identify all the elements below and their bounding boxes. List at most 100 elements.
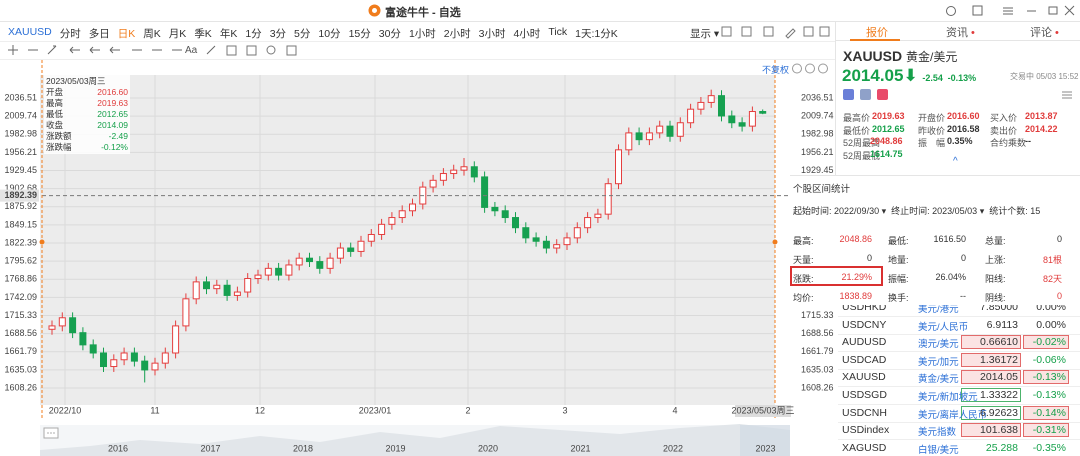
symbol-label[interactable]: XAUUSD [8,26,52,38]
period-button[interactable]: 5分 [294,28,311,40]
watchlist-row[interactable]: USDHKD 美元/港元 7.85000 0.00% [838,305,1080,317]
period-button[interactable]: 分时 [59,28,81,40]
quote-icons[interactable] [843,89,893,101]
adjust-mode[interactable]: 不复权 [762,65,790,75]
watchlist-row[interactable]: USDindex 美元指数 101.638 -0.31% [838,422,1080,441]
candle-body [512,217,519,229]
candle-body [151,362,159,371]
quote-field-label: 开盘价 [918,113,946,123]
change-flash [1023,405,1069,420]
info-value: -0.12% [101,142,128,152]
end-date[interactable]: 2023/05/03 [932,206,978,216]
candle-body [130,352,138,362]
y-tick-label-left: 1661.79 [4,346,37,356]
watchlist-row[interactable]: USDCNY 美元/人民币 6.9113 0.00% [838,317,1080,335]
y-tick-label-left: 1715.33 [4,310,37,320]
y-tick-label-right: 1635.03 [801,364,834,374]
tab-quote[interactable]: 报价 [866,27,888,39]
period-button[interactable]: 多日 [88,28,110,40]
navigator-year: 2018 [293,443,313,453]
stats-value: 2048.86 [839,234,872,244]
y-tick-label-left: 2036.51 [4,92,37,102]
candle-body [79,332,87,346]
stats-label: 上涨: [985,255,1006,265]
watchlist-row[interactable]: AUDUSD 澳元/美元 0.66610 -0.02% [838,334,1080,353]
wl-change: -0.14% [1032,406,1066,419]
wl-change: -0.35% [1032,441,1066,454]
navigator-year: 2022 [663,443,683,453]
font-tool[interactable]: Aa [185,45,198,56]
quote-title: XAUUSD 黄金/美元 [843,48,957,65]
info-value: 2016.60 [97,87,128,97]
watchlist-row[interactable]: USDSGD 美元/新加坡元 1.33322 -0.13% [838,387,1080,405]
period-button[interactable]: 1天:1分K [575,28,618,40]
candle-body [656,125,664,134]
candle-body [460,166,468,171]
wl-name: 美元/人民币 [918,321,969,333]
quote-symbol: XAUUSD [843,48,903,64]
wl-code: USDCNY [842,318,887,331]
info-row: 最高 2019.63 [46,98,128,109]
watchlist-row[interactable]: USDCAD 美元/加元 1.36172 -0.06% [838,352,1080,370]
stats-value: 21.29% [841,272,872,282]
period-button[interactable]: 季K [194,28,212,40]
wl-price: 1.36172 [980,353,1018,366]
period-button[interactable]: 周K [143,28,161,40]
stats-label: 地量: [888,255,909,265]
candle-body [264,267,272,276]
info-label: 涨跌幅 [46,142,72,152]
plot-area [40,75,775,405]
display-menu[interactable]: 显示 ▾ [690,28,720,40]
period-button[interactable]: 4小时 [513,28,541,40]
period-button[interactable]: Tick [548,26,568,38]
period-button[interactable]: 30分 [378,28,401,40]
drawing-tools[interactable] [6,44,186,57]
wl-price: 101.638 [980,424,1018,437]
period-button[interactable]: 日K [117,28,136,40]
navigator-menu[interactable] [43,427,59,439]
navigator-year: 2016 [108,443,128,453]
candle-body [388,217,396,225]
quote-price-line: 2014.05⬇ -2.54 -0.13% [842,66,977,85]
info-label: 最高 [46,98,64,108]
quote-field-value: 2012.65 [872,123,905,134]
watchlist-row[interactable]: XAUUSD 黄金/美元 2014.05 -0.13% [838,369,1080,388]
candle-body [233,291,241,296]
wl-name: 美元指数 [918,427,957,439]
more-icon[interactable] [1060,89,1074,101]
candle-body [687,108,695,124]
watchlist-row[interactable]: XAGUSD 白银/美元 25.288 -0.35% [838,440,1080,456]
navigator-window[interactable] [740,425,790,456]
period-button[interactable]: 10分 [318,28,341,40]
wl-price: 1.33322 [980,389,1018,401]
drawing-tools-2[interactable] [205,44,305,57]
period-button[interactable]: 年K [219,28,238,40]
candle-body [645,132,653,141]
period-button[interactable]: 1小时 [408,28,436,40]
candle-body [563,237,571,246]
watchlist-row[interactable]: USDCNH 美元/离岸人民币 6.92623 -0.14% [838,405,1080,423]
range-handle [39,239,45,245]
chart-tools[interactable] [720,25,830,39]
wl-code: USDSGD [842,389,887,401]
period-button[interactable]: 15分 [348,28,371,40]
period-button[interactable]: 3小时 [478,28,506,40]
tab-comments[interactable]: 评论 • [1030,27,1059,39]
highlight-box [790,266,883,286]
period-button[interactable]: 月K [168,28,187,40]
candle-body [347,247,355,252]
wl-code: USDCNH [842,406,887,419]
wl-name: 澳元/美元 [918,339,959,351]
stats-value: 82天 [1042,274,1062,284]
period-button[interactable]: 2小时 [443,28,471,40]
tab-news[interactable]: 资讯 • [946,27,975,39]
period-button[interactable]: 3分 [269,28,287,40]
period-button[interactable]: 1分 [245,28,262,40]
start-date[interactable]: 2022/09/30 [834,206,880,216]
candle-body [759,111,767,114]
y-tick-label-right: 1608.26 [801,382,834,392]
wl-code: XAUUSD [842,371,886,384]
zoom-controls[interactable] [792,63,832,74]
window-controls[interactable] [945,4,1075,17]
collapse-toggle[interactable]: ^ [953,156,958,167]
